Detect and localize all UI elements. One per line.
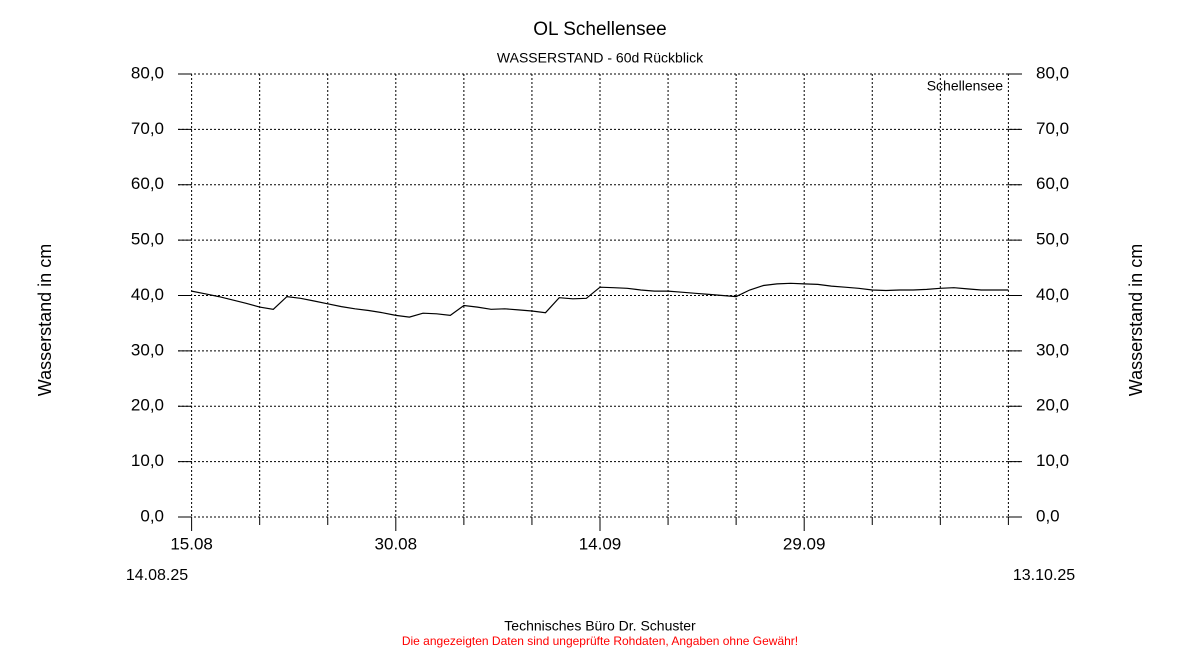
- y2-tick-label: 40,0: [1036, 285, 1069, 304]
- y2-tick-label: 10,0: [1036, 451, 1069, 470]
- y2-axis-label: Wasserstand in cm: [1126, 244, 1146, 396]
- y-tick-label: 0,0: [140, 506, 164, 525]
- disclaimer: Die angezeigten Daten sind ungeprüfte Ro…: [402, 634, 798, 648]
- y2-tick-label: 50,0: [1036, 230, 1069, 249]
- data-line: [191, 282, 1009, 318]
- legend-label: Schellensee: [927, 78, 1003, 94]
- x-tick-label: 15.08: [170, 534, 213, 553]
- x-tick-label: 30.08: [375, 534, 418, 553]
- y-tick-label: 30,0: [131, 340, 164, 359]
- y2-tick-label: 0,0: [1036, 506, 1060, 525]
- chart-subtitle: WASSERSTAND - 60d Rückblick: [497, 50, 704, 66]
- y-tick-label: 50,0: [131, 230, 164, 249]
- y-tick-label: 80,0: [131, 63, 164, 82]
- x-tick-label: 14.09: [579, 534, 622, 553]
- y2-tick-label: 70,0: [1036, 119, 1069, 138]
- chart-title: OL Schellensee: [533, 19, 666, 40]
- y-tick-label: 20,0: [131, 396, 164, 415]
- y2-tick-label: 60,0: [1036, 174, 1069, 193]
- y-tick-label: 60,0: [131, 174, 164, 193]
- start-date: 14.08.25: [126, 567, 188, 584]
- x-tick-label: 29.09: [783, 534, 826, 553]
- end-date: 13.10.25: [1013, 567, 1075, 584]
- y2-tick-label: 20,0: [1036, 396, 1069, 415]
- y2-tick-label: 30,0: [1036, 340, 1069, 359]
- footer: Technisches Büro Dr. Schuster: [504, 618, 696, 634]
- y-tick-label: 40,0: [131, 285, 164, 304]
- y2-tick-label: 80,0: [1036, 63, 1069, 82]
- y-axis-label: Wasserstand in cm: [35, 244, 55, 396]
- y-tick-label: 70,0: [131, 119, 164, 138]
- y-tick-label: 10,0: [131, 451, 164, 470]
